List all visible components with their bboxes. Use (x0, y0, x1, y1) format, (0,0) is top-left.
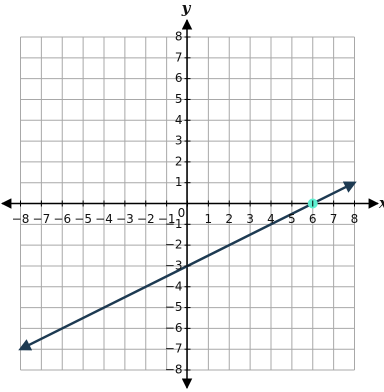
y-axis-label: y (181, 0, 192, 17)
x-tick-label: 0 (178, 206, 186, 220)
x-tick-label: −8 (12, 212, 30, 226)
x-tick-label: 1 (205, 212, 213, 226)
x-tick-label: −7 (33, 212, 51, 226)
y-tick-label: 7 (175, 50, 183, 64)
x-tick-label: 4 (267, 212, 275, 226)
y-tick-label: −6 (165, 321, 183, 335)
y-tick-label: 4 (175, 113, 183, 127)
y-tick-label: 6 (175, 71, 183, 85)
y-tick-label: 2 (175, 154, 183, 168)
x-tick-label: −1 (158, 212, 176, 226)
y-tick-label: −5 (165, 300, 183, 314)
y-tick-label: −2 (165, 238, 183, 252)
y-tick-label: −7 (165, 342, 183, 356)
y-tick-label: −8 (165, 363, 183, 377)
x-tick-label: −5 (74, 212, 92, 226)
y-tick-label: 3 (175, 134, 183, 148)
x-tick-label: 8 (351, 212, 359, 226)
x-tick-label: −3 (116, 212, 134, 226)
x-tick-label: −6 (53, 212, 71, 226)
x-tick-label: 2 (225, 212, 233, 226)
y-tick-label: 8 (175, 30, 183, 44)
y-tick-label: 1 (175, 175, 183, 189)
x-tick-label: 7 (330, 212, 338, 226)
x-tick-label: 3 (246, 212, 254, 226)
y-tick-label: −1 (165, 217, 183, 231)
x-tick-label: 5 (288, 212, 296, 226)
y-tick-label: 5 (175, 92, 183, 106)
x-axis-label: x (378, 194, 384, 212)
y-tick-label: −4 (165, 279, 183, 293)
x-tick-label: −4 (95, 212, 113, 226)
y-tick-label: −3 (165, 258, 183, 272)
x-tick-label: 6 (309, 212, 317, 226)
x-tick-label: −2 (137, 212, 155, 226)
